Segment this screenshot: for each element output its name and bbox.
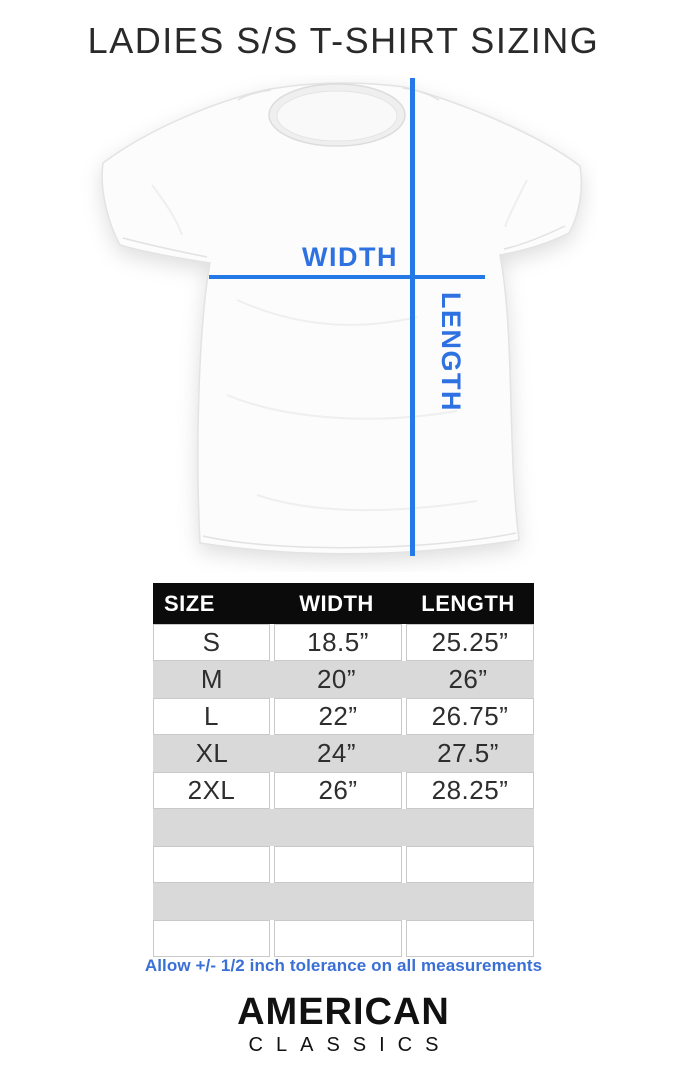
cell-width: 22” xyxy=(274,698,402,735)
tolerance-note: Allow +/- 1/2 inch tolerance on all meas… xyxy=(144,956,543,975)
tshirt-silhouette xyxy=(101,82,583,555)
cell-width: 20” xyxy=(316,664,357,694)
empty-cell xyxy=(406,846,534,883)
header-width: WIDTH xyxy=(299,590,374,616)
cell-size: S xyxy=(153,624,270,661)
empty-row xyxy=(153,920,534,957)
cell-length: 25.25” xyxy=(406,624,534,661)
empty-row xyxy=(153,809,534,846)
cell-size: 2XL xyxy=(153,772,270,809)
cell-size: M xyxy=(200,664,224,694)
size-table-header: SIZE WIDTH LENGTH xyxy=(153,583,534,624)
empty-cell xyxy=(274,920,402,957)
brand-logo: AMERICAN CLASSICS xyxy=(0,991,687,1057)
table-row-s: S 18.5” 25.25” xyxy=(153,624,534,661)
wrinkle-lines xyxy=(151,179,528,512)
length-label: LENGTH xyxy=(436,292,466,412)
collar-inner xyxy=(276,90,398,142)
cell-width: 24” xyxy=(316,738,357,768)
tshirt-illustration: WIDTH LENGTH xyxy=(101,78,583,556)
cell-length: 27.5” xyxy=(437,738,499,768)
cell-size: XL xyxy=(195,738,229,768)
length-measure-line xyxy=(410,78,415,556)
empty-cell xyxy=(406,920,534,957)
table-row-2xl: 2XL 26” 28.25” xyxy=(153,772,534,809)
empty-cell xyxy=(153,846,270,883)
empty-row xyxy=(153,883,534,920)
width-label: WIDTH xyxy=(302,242,398,272)
header-size: SIZE xyxy=(164,590,215,616)
cell-width: 26” xyxy=(274,772,402,809)
cell-size: L xyxy=(153,698,270,735)
cell-length: 28.25” xyxy=(406,772,534,809)
brand-name-american: AMERICAN xyxy=(237,991,450,1033)
empty-cell xyxy=(153,920,270,957)
table-row-m: M 20” 26” xyxy=(153,661,534,698)
header-length: LENGTH xyxy=(421,590,515,616)
empty-row xyxy=(153,846,534,883)
size-table: SIZE WIDTH LENGTH S 18.5” 25.25” M 20” 2… xyxy=(153,583,534,957)
cell-width: 18.5” xyxy=(274,624,402,661)
width-measure-line xyxy=(209,275,485,279)
empty-cell xyxy=(274,846,402,883)
cell-length: 26.75” xyxy=(406,698,534,735)
seam-lines xyxy=(122,87,566,549)
brand-name-classics: CLASSICS xyxy=(248,1033,452,1056)
table-row-l: L 22” 26.75” xyxy=(153,698,534,735)
cell-length: 26” xyxy=(448,664,488,694)
table-row-xl: XL 24” 27.5” xyxy=(153,735,534,772)
tshirt-measurement-diagram: WIDTH LENGTH xyxy=(57,75,597,572)
page-title: LADIES S/S T-SHIRT SIZING xyxy=(87,20,600,61)
